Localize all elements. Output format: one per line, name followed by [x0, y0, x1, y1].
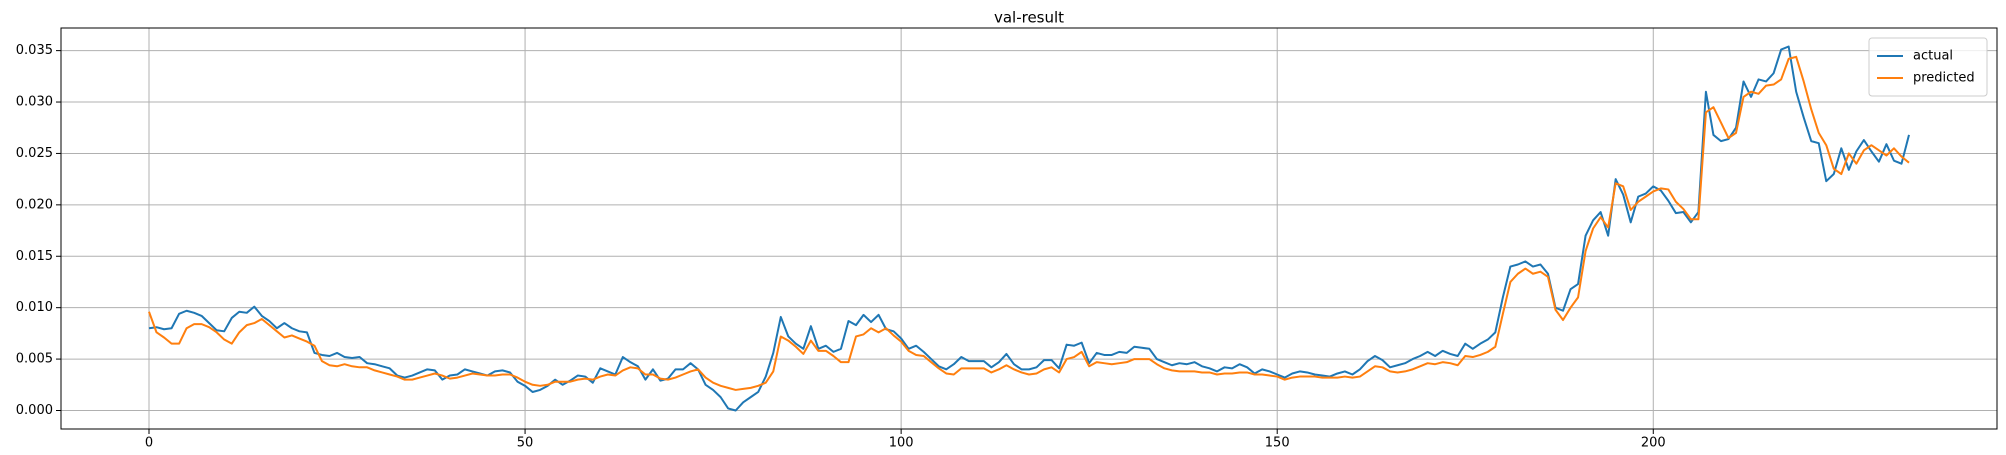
plot-frame — [60, 27, 1998, 430]
y-tick-label: 0.000 — [16, 403, 53, 418]
x-tick-label: 200 — [1641, 436, 1666, 451]
x-tick-label: 50 — [517, 436, 534, 451]
legend-label: predicted — [1913, 71, 1975, 86]
y-tick-label: 0.035 — [16, 43, 53, 58]
legend-label: actual — [1913, 49, 1953, 64]
legend-box — [1868, 37, 1988, 97]
x-tick-label: 100 — [889, 436, 914, 451]
y-tick-label: 0.030 — [16, 95, 53, 110]
line-series — [148, 45, 1910, 412]
y-tick-label: 0.025 — [16, 146, 53, 161]
chart-title: val-result — [994, 9, 1064, 27]
line-series — [148, 55, 1910, 391]
y-tick-label: 0.015 — [16, 249, 53, 264]
x-tick-label: 150 — [1265, 436, 1290, 451]
x-tick-label: 0 — [145, 436, 153, 451]
y-tick-label: 0.005 — [16, 352, 53, 367]
y-tick-label: 0.010 — [16, 300, 53, 315]
y-tick-label: 0.020 — [16, 197, 53, 212]
